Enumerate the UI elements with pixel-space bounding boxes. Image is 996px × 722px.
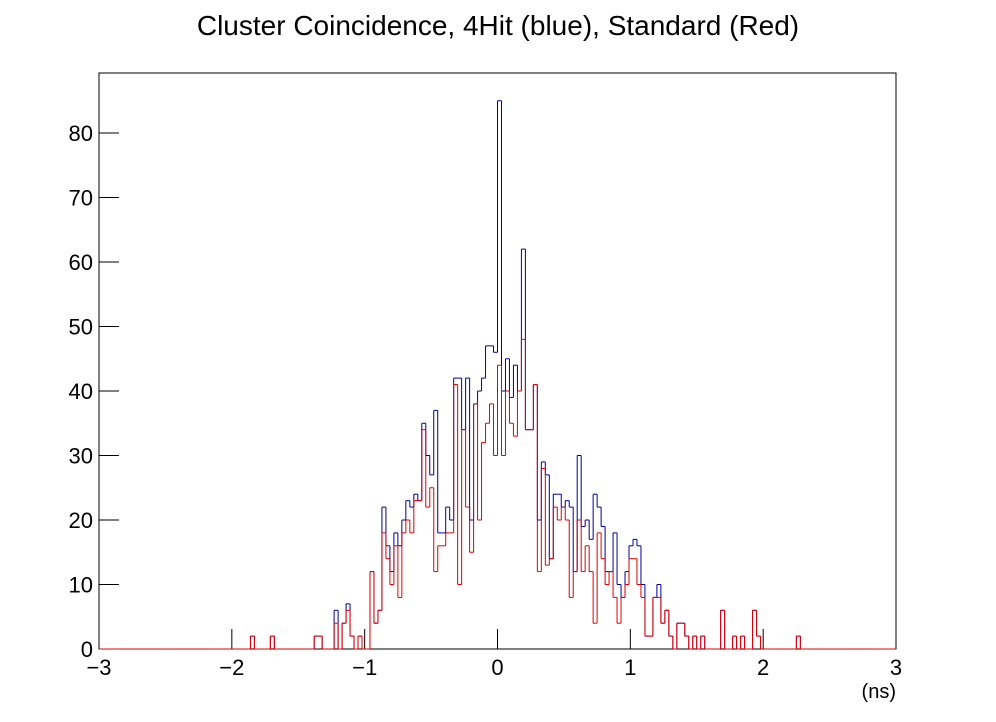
x-tick-label: 2 (757, 655, 769, 680)
y-tick-label: 40 (69, 379, 93, 404)
x-tick-label: −3 (86, 655, 111, 680)
x-tick-label: 0 (491, 655, 503, 680)
y-tick-label: 80 (69, 121, 93, 146)
y-tick-label: 50 (69, 314, 93, 339)
y-tick-label: 10 (69, 572, 93, 597)
y-tick-label: 20 (69, 508, 93, 533)
x-tick-label: −2 (219, 655, 244, 680)
y-tick-label: 70 (69, 185, 93, 210)
y-tick-label: 30 (69, 443, 93, 468)
x-axis-label: (ns) (862, 681, 896, 703)
x-tick-label: 1 (624, 655, 636, 680)
x-tick-label: 3 (890, 655, 902, 680)
y-tick-label: 0 (81, 637, 93, 662)
y-tick-label: 60 (69, 250, 93, 275)
chart-title: Cluster Coincidence, 4Hit (blue), Standa… (197, 10, 799, 41)
x-tick-label: −1 (352, 655, 377, 680)
